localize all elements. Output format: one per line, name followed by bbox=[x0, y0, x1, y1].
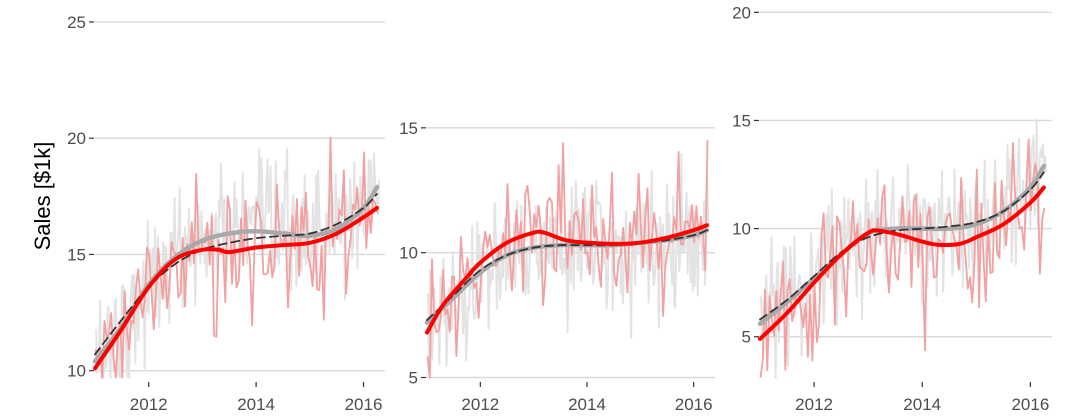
y-tick-label: 10 bbox=[67, 362, 86, 381]
x-tick-label: 2012 bbox=[461, 395, 499, 414]
y-tick-label: 5 bbox=[409, 369, 418, 388]
y-tick-label: 10 bbox=[732, 220, 751, 239]
y-tick-label: 15 bbox=[399, 119, 418, 138]
x-tick-label: 2012 bbox=[130, 395, 168, 414]
x-tick-label: 2016 bbox=[1011, 395, 1049, 414]
x-tick-label: 2014 bbox=[568, 395, 606, 414]
raw-red-series bbox=[426, 140, 709, 379]
smooth-red-line bbox=[93, 205, 379, 371]
raw-weekly-series bbox=[427, 153, 711, 373]
x-tick-label: 2016 bbox=[675, 395, 713, 414]
y-tick-label: 10 bbox=[399, 244, 418, 263]
x-tick-label: 2014 bbox=[903, 395, 941, 414]
y-tick-label: 15 bbox=[67, 245, 86, 264]
x-tick-label: 2014 bbox=[237, 395, 275, 414]
raw-red-series bbox=[759, 138, 1046, 378]
raw-weekly-series bbox=[95, 148, 381, 379]
raw-weekly-series bbox=[760, 118, 1047, 379]
y-tick-label: 15 bbox=[732, 111, 751, 130]
y-tick-label: 25 bbox=[67, 13, 86, 32]
raw-red-series bbox=[94, 136, 379, 379]
y-tick-label: 5 bbox=[742, 328, 751, 347]
smooth-red-line bbox=[425, 223, 709, 335]
smooth-red-line bbox=[758, 185, 1046, 341]
y-axis-label: Sales [$1k] bbox=[30, 142, 55, 251]
panel-2: 5 10 15 2012 2014 2016 bbox=[399, 119, 715, 414]
trend-dashed-line bbox=[759, 171, 1045, 321]
y-tick-label: 20 bbox=[732, 3, 751, 22]
panel-3: 5 10 15 20 2012 2014 2016 bbox=[732, 3, 1052, 414]
trend-dashed-line bbox=[426, 229, 708, 321]
x-tick-label: 2012 bbox=[795, 395, 833, 414]
x-tick-label: 2016 bbox=[345, 395, 383, 414]
y-tick-label: 20 bbox=[67, 129, 86, 148]
panel-1: 10 15 20 25 2012 2014 2016 bbox=[67, 13, 385, 414]
